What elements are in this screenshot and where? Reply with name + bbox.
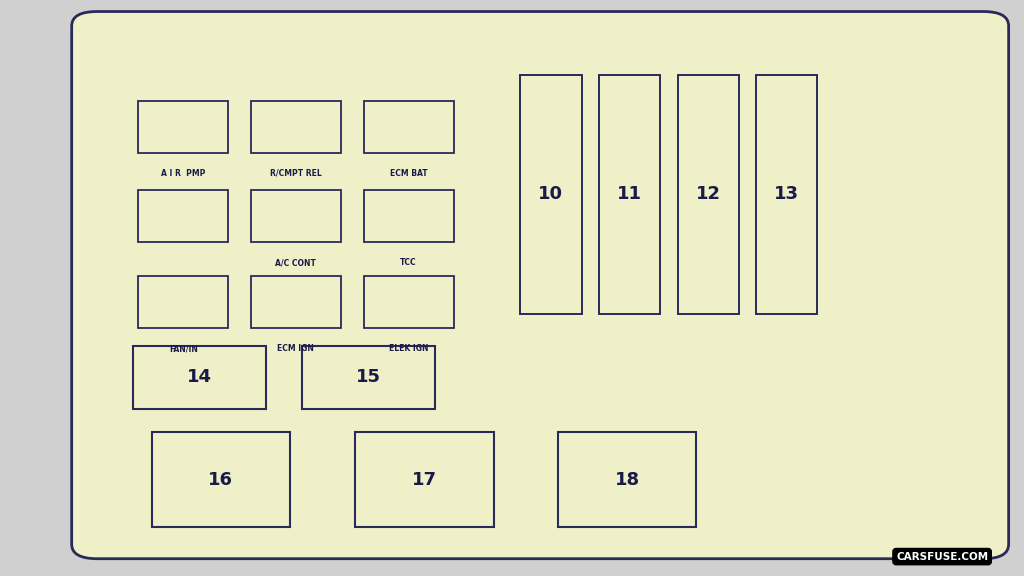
Text: 16: 16 [208,471,233,488]
Text: TCC: TCC [400,258,417,267]
Text: 17: 17 [412,471,437,488]
Bar [251,101,341,153]
Bar [364,276,454,328]
FancyBboxPatch shape [72,12,1009,559]
Text: FAN/IN: FAN/IN [169,344,198,354]
Text: A/C CONT: A/C CONT [275,258,316,267]
Text: ECM BAT: ECM BAT [390,169,427,178]
Text: 12: 12 [696,185,721,203]
Text: 10: 10 [539,185,563,203]
Text: ECM IGN: ECM IGN [278,344,314,354]
Bar [138,276,228,328]
Bar [302,346,435,409]
Bar [558,432,696,527]
Bar [678,75,739,314]
Bar [133,346,266,409]
Bar [355,432,494,527]
Bar [152,432,290,527]
Bar [364,101,454,153]
Text: ELEK IGN: ELEK IGN [389,344,428,354]
Bar [520,75,582,314]
Text: 14: 14 [187,368,212,386]
Bar [251,276,341,328]
Text: 18: 18 [614,471,640,488]
Text: A I R  PMP: A I R PMP [161,169,206,178]
Bar [251,190,341,242]
Bar [364,190,454,242]
Bar [756,75,817,314]
Bar [599,75,660,314]
Text: 13: 13 [774,185,799,203]
Bar [138,190,228,242]
Text: 15: 15 [356,368,381,386]
Bar [138,101,228,153]
Text: CARSFUSE.COM: CARSFUSE.COM [896,552,988,562]
Text: 11: 11 [617,185,642,203]
Text: R/CMPT REL: R/CMPT REL [270,169,322,178]
